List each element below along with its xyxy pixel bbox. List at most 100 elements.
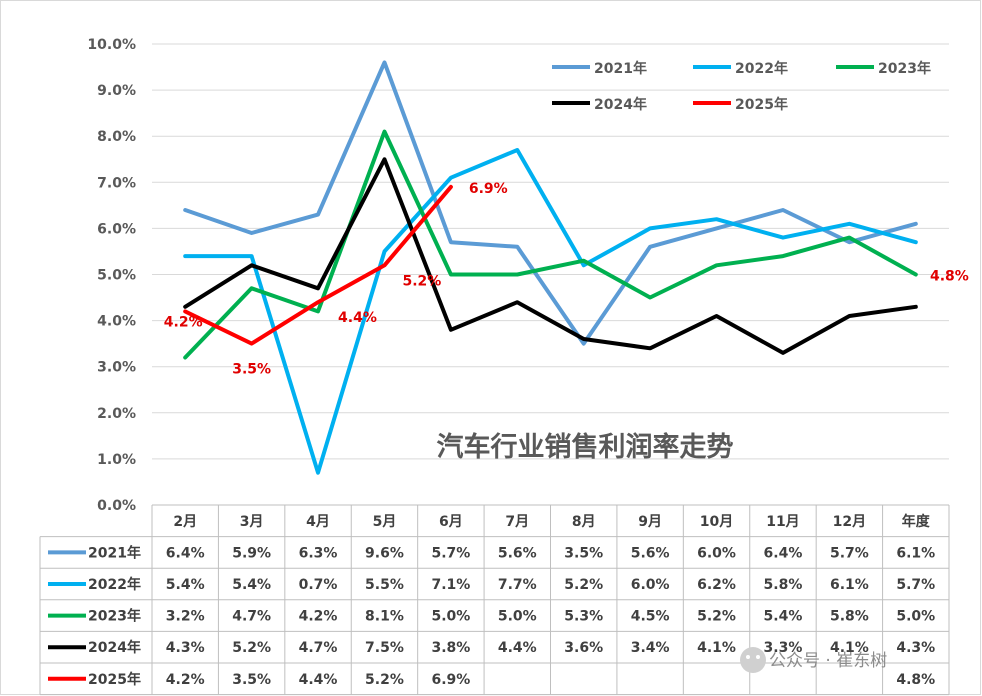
table-cell-value: 3.3% — [764, 640, 803, 656]
table-cell-value: 8.1% — [365, 609, 404, 625]
table-cell-value: 5.6% — [631, 545, 670, 561]
legend-label: 2024年 — [594, 96, 647, 113]
table-cell-value: 5.8% — [764, 577, 803, 593]
series-line — [183, 60, 918, 346]
x-category-label: 8月 — [572, 514, 596, 530]
data-label: 4.8% — [930, 269, 969, 285]
legend-label: 2022年 — [735, 60, 788, 77]
table-cell-value: 3.8% — [431, 640, 470, 656]
series-line — [183, 157, 918, 355]
table-cell-value: 9.6% — [365, 545, 404, 561]
series-line — [183, 129, 918, 360]
y-tick-label: 7.0% — [97, 175, 136, 191]
x-category-label: 10月 — [700, 514, 733, 530]
legend-label: 2025年 — [735, 96, 788, 113]
table-cell-value: 5.2% — [232, 640, 271, 656]
watermark: 公众号 · 崔东树 — [740, 647, 887, 673]
table-cell-value: 5.0% — [896, 609, 935, 625]
table-cell-value: 6.1% — [896, 545, 935, 561]
table-cell-value: 4.7% — [299, 640, 338, 656]
wechat-icon — [740, 647, 766, 673]
legend-label: 2021年 — [594, 60, 647, 77]
table-cell-value: 0.7% — [299, 577, 338, 593]
table-cell-value: 6.0% — [631, 577, 670, 593]
table-cell-value: 5.2% — [365, 672, 404, 688]
table-cell-value: 5.7% — [830, 545, 869, 561]
data-label: 3.5% — [232, 362, 271, 378]
data-label: 6.9% — [469, 181, 508, 197]
table-series-name: 2021年 — [88, 544, 141, 561]
table-cell-value: 5.4% — [232, 577, 271, 593]
data-label: 4.4% — [338, 310, 377, 326]
table-cell-value: 6.4% — [166, 545, 205, 561]
y-tick-label: 9.0% — [97, 83, 136, 99]
table-series-name: 2025年 — [88, 671, 141, 688]
table-cell-value: 5.6% — [498, 545, 537, 561]
x-category-label: 12月 — [833, 514, 866, 530]
table-cell-value: 4.3% — [896, 640, 935, 656]
table-cell-value: 5.0% — [431, 609, 470, 625]
table-cell-value: 5.9% — [232, 545, 271, 561]
table-series-name: 2022年 — [88, 576, 141, 593]
y-tick-label: 3.0% — [97, 360, 136, 376]
table-cell-value: 3.2% — [166, 609, 205, 625]
table-cell-value: 7.7% — [498, 577, 537, 593]
x-category-label: 9月 — [638, 514, 662, 530]
y-tick-label: 5.0% — [97, 268, 136, 284]
table-cell-value: 4.3% — [166, 640, 205, 656]
x-category-label: 3月 — [240, 514, 264, 530]
table-cell-value: 3.4% — [631, 640, 670, 656]
table-cell-value: 5.2% — [697, 609, 736, 625]
table-series-name: 2023年 — [88, 608, 141, 625]
table-cell-value: 3.5% — [232, 672, 271, 688]
table-cell-value: 5.7% — [896, 577, 935, 593]
data-label: 4.2% — [164, 314, 203, 330]
series-line — [183, 148, 918, 475]
table-cell-value: 5.2% — [564, 577, 603, 593]
table-cell-value: 4.1% — [830, 640, 869, 656]
table-cell-value: 7.5% — [365, 640, 404, 656]
table-cell-value: 6.3% — [299, 545, 338, 561]
table-cell-value: 4.2% — [166, 672, 205, 688]
x-category-label: 2月 — [173, 514, 197, 530]
table-cell-value: 5.3% — [564, 609, 603, 625]
table-cell-value: 5.8% — [830, 609, 869, 625]
y-tick-label: 10.0% — [87, 37, 136, 53]
table-cell-value: 4.1% — [697, 640, 736, 656]
y-tick-label: 1.0% — [97, 452, 136, 468]
table-cell-value: 6.2% — [697, 577, 736, 593]
table-cell-value: 6.0% — [697, 545, 736, 561]
table-cell-value: 4.8% — [896, 672, 935, 688]
table-cell-value: 6.9% — [431, 672, 470, 688]
chart-title: 汽车行业销售利润率走势 — [437, 431, 734, 463]
table-cell-value: 4.5% — [631, 609, 670, 625]
table-cell-value: 5.4% — [166, 577, 205, 593]
y-tick-label: 8.0% — [97, 129, 136, 145]
x-category-label: 4月 — [306, 514, 330, 530]
y-tick-label: 4.0% — [97, 314, 136, 330]
table-cell-value: 5.4% — [764, 609, 803, 625]
table-cell-value: 5.0% — [498, 609, 537, 625]
x-category-label: 年度 — [902, 513, 931, 530]
y-tick-label: 0.0% — [97, 498, 136, 514]
y-tick-label: 2.0% — [97, 406, 136, 422]
x-category-label: 11月 — [766, 514, 799, 530]
x-category-label: 7月 — [505, 514, 529, 530]
table-cell-value: 7.1% — [431, 577, 470, 593]
x-category-label: 5月 — [373, 514, 397, 530]
watermark-text: 公众号 · 崔东树 — [769, 651, 887, 671]
x-category-label: 6月 — [439, 514, 463, 530]
legend-label: 2023年 — [878, 60, 931, 77]
table-cell-value: 6.1% — [830, 577, 869, 593]
table-cell-value: 4.4% — [498, 640, 537, 656]
table-cell-value: 3.5% — [564, 545, 603, 561]
y-tick-label: 6.0% — [97, 221, 136, 237]
table-cell-value: 4.7% — [232, 609, 271, 625]
table-cell-value: 5.5% — [365, 577, 404, 593]
table-cell-value: 3.6% — [564, 640, 603, 656]
data-label: 5.2% — [402, 273, 441, 289]
table-cell-value: 6.4% — [764, 545, 803, 561]
table-series-name: 2024年 — [88, 639, 141, 656]
table-cell-value: 4.4% — [299, 672, 338, 688]
